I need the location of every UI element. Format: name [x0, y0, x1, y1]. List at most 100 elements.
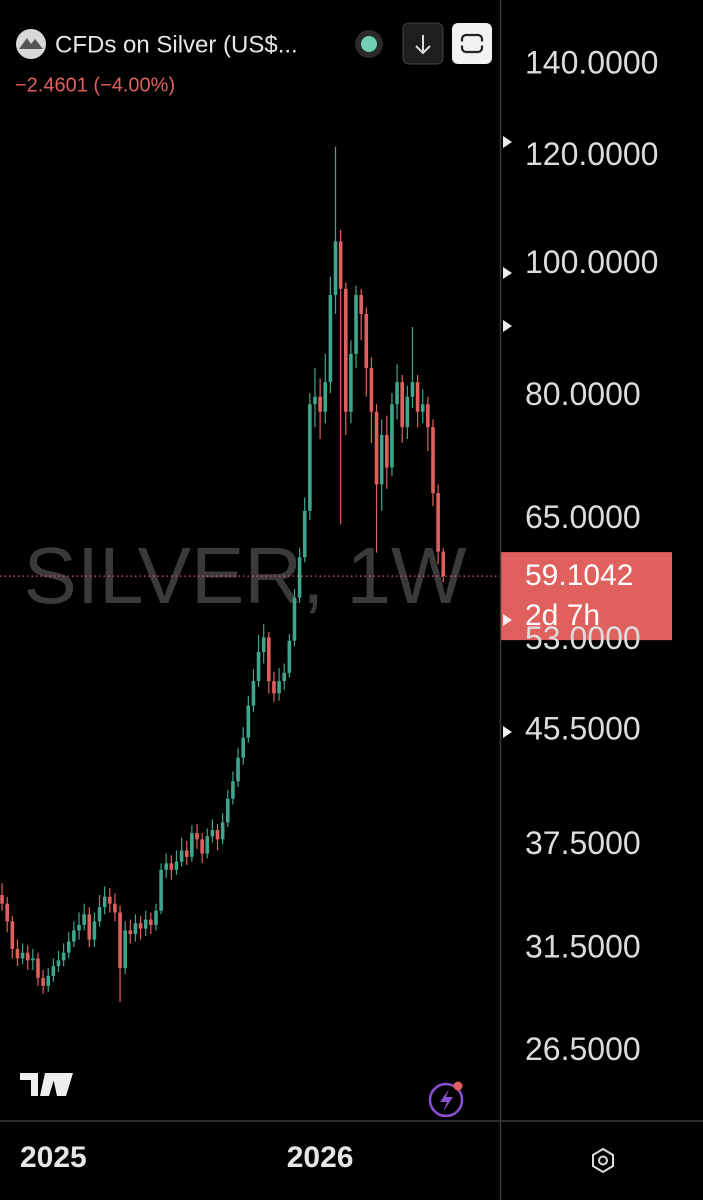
- candle-body: [236, 757, 240, 782]
- y-tick-label: 31.5000: [525, 928, 641, 964]
- candle-body: [313, 396, 317, 405]
- candle-body: [215, 830, 220, 840]
- candle-body: [333, 241, 338, 295]
- candle-body: [195, 833, 199, 840]
- candle-body: [113, 903, 117, 913]
- y-tick-label: 53.0000: [525, 620, 641, 656]
- candle-body: [220, 822, 225, 840]
- candle-body: [174, 861, 179, 870]
- tradingview-logo[interactable]: [20, 1073, 73, 1096]
- candle-body: [431, 427, 435, 494]
- axis-marker: [503, 267, 512, 279]
- candle-body: [164, 863, 169, 870]
- candle-body: [441, 551, 446, 577]
- candle-body: [318, 396, 322, 412]
- candle-body: [308, 404, 312, 511]
- candle-body: [256, 651, 261, 682]
- candle-body: [267, 637, 271, 682]
- candle-body: [272, 681, 276, 694]
- candle-body: [205, 836, 210, 854]
- candle-body: [246, 705, 251, 738]
- candle-body: [92, 921, 97, 940]
- y-tick-label: 45.5000: [525, 711, 641, 747]
- y-tick-label: 80.0000: [525, 376, 641, 412]
- candle-body: [179, 850, 184, 862]
- candle-body: [385, 435, 389, 468]
- candle-body: [41, 977, 45, 986]
- axis-marker: [503, 320, 512, 332]
- candle-body: [349, 353, 353, 412]
- candle-body: [51, 966, 56, 976]
- candle-body: [395, 382, 399, 405]
- watermark: SILVER, 1W: [23, 531, 467, 620]
- candle-body: [405, 396, 410, 428]
- candle-body: [251, 681, 256, 706]
- candle-body: [374, 411, 379, 485]
- candle-body: [420, 404, 425, 412]
- candle-body: [426, 404, 430, 428]
- candle-body: [66, 941, 71, 953]
- candle-body: [159, 869, 163, 911]
- notification-dot: [453, 1081, 463, 1091]
- candle-body: [292, 597, 297, 641]
- candle-body: [46, 975, 51, 986]
- candle-body: [436, 493, 440, 552]
- lightning-button[interactable]: [428, 1082, 464, 1118]
- countdown-label: 2d 7h: [525, 599, 600, 632]
- candle-body: [82, 914, 86, 925]
- candle-body: [200, 839, 204, 854]
- candle-body: [143, 919, 148, 929]
- candle-body: [61, 952, 66, 961]
- symbol-title[interactable]: CFDs on Silver (US$...: [55, 31, 298, 58]
- candle-body: [0, 895, 4, 904]
- candle-body: [328, 294, 333, 383]
- candle-body: [343, 288, 348, 412]
- overlay: 59.1042 2d 7h: [0, 552, 672, 641]
- candle-body: [190, 833, 194, 857]
- candle-body: [415, 382, 420, 412]
- candle-body: [133, 923, 138, 935]
- candle-body: [72, 930, 76, 942]
- candle-body: [369, 367, 374, 412]
- status-dot: [361, 36, 377, 52]
- axis-marker: [503, 136, 512, 148]
- candle-body: [5, 903, 9, 922]
- candle-body: [169, 863, 174, 870]
- candle-body: [20, 952, 25, 959]
- x-tick-label: 2026: [287, 1141, 354, 1174]
- candle-body: [225, 798, 230, 823]
- price-change: −2.4601 (−4.00%): [15, 74, 175, 96]
- candle-body: [149, 919, 153, 925]
- settings-button[interactable]: [592, 1147, 614, 1174]
- last-price-label: 59.1042: [525, 559, 633, 592]
- candle-body: [128, 930, 133, 935]
- candle-body: [210, 830, 215, 837]
- candle-body: [323, 382, 328, 412]
- download-icon: [415, 35, 431, 55]
- candle-body: [138, 923, 143, 929]
- candle-body: [400, 382, 405, 428]
- y-tick-label: 37.5000: [525, 825, 641, 861]
- candle-body: [97, 907, 102, 922]
- candle-body: [10, 921, 15, 949]
- candle-body: [354, 294, 358, 354]
- candle-body: [364, 313, 369, 368]
- y-tick-label: 100.0000: [525, 244, 658, 280]
- candle-body: [123, 930, 127, 969]
- candle-body: [287, 640, 292, 673]
- candles: [0, 146, 446, 1003]
- candle-body: [31, 958, 35, 961]
- settings-icon: [598, 1155, 608, 1166]
- candle-body: [87, 914, 92, 940]
- axis-marker: [503, 614, 512, 626]
- candle-body: [282, 672, 287, 682]
- candle-body: [77, 924, 81, 931]
- axis-marker: [503, 726, 512, 738]
- candle-body: [302, 510, 307, 558]
- candle-body: [56, 960, 61, 967]
- y-tick-label: 26.5000: [525, 1031, 641, 1067]
- candle-body: [261, 637, 266, 652]
- y-tick-label: 65.0000: [525, 499, 641, 535]
